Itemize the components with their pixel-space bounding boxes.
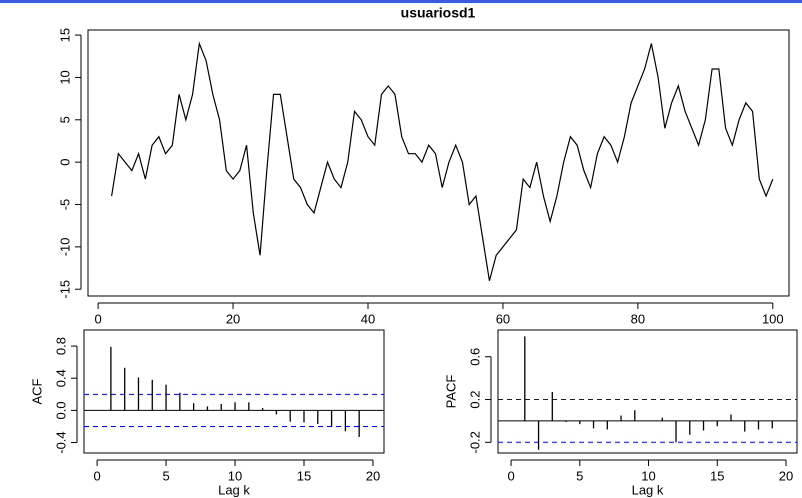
y-tick-label: -0.4 xyxy=(53,431,68,453)
y-tick-label: 10 xyxy=(57,70,72,84)
x-tick-label: 15 xyxy=(710,468,724,483)
x-axis-label: Lag k xyxy=(632,482,664,497)
x-tick-label: 80 xyxy=(631,311,645,326)
x-tick-label: 20 xyxy=(226,311,240,326)
x-tick-label: 0 xyxy=(93,468,100,483)
data-line xyxy=(111,41,774,281)
x-tick-label: 100 xyxy=(762,311,784,326)
x-tick-label: 40 xyxy=(361,311,375,326)
plot-box xyxy=(497,329,798,454)
y-tick-label: -0.2 xyxy=(467,431,482,453)
y-tick-label: -15 xyxy=(57,280,72,299)
x-tick-label: 60 xyxy=(496,311,510,326)
x-tick-label: 0 xyxy=(95,311,102,326)
y-tick-label: -5 xyxy=(57,199,72,211)
y-tick-label: 15 xyxy=(57,28,72,42)
chart-title: usuariosd1 xyxy=(401,5,476,21)
frame-edge xyxy=(0,0,802,3)
y-tick-label: 0.8 xyxy=(53,337,68,355)
x-tick-label: 20 xyxy=(779,468,793,483)
y-tick-label: 0.0 xyxy=(53,401,68,419)
x-tick-label: 0 xyxy=(507,468,514,483)
y-tick-label: -10 xyxy=(57,237,72,256)
x-tick-label: 20 xyxy=(366,468,380,483)
y-tick-label: 0.2 xyxy=(467,390,482,408)
x-tick-label: 10 xyxy=(641,468,655,483)
plot-box xyxy=(87,29,790,297)
plot-box xyxy=(83,329,385,454)
x-tick-label: 5 xyxy=(162,468,169,483)
y-tick-label: 0.4 xyxy=(53,369,68,387)
y-tick-label: 5 xyxy=(57,116,72,123)
y-tick-label: 0.6 xyxy=(467,348,482,366)
y-tick-label: 0 xyxy=(57,159,72,166)
x-axis-label: Lag k xyxy=(218,482,250,497)
y-axis-label: PACF xyxy=(443,375,458,409)
x-tick-label: 10 xyxy=(228,468,242,483)
x-tick-label: 15 xyxy=(297,468,311,483)
y-axis-label: ACF xyxy=(29,378,44,404)
x-tick-label: 5 xyxy=(576,468,583,483)
